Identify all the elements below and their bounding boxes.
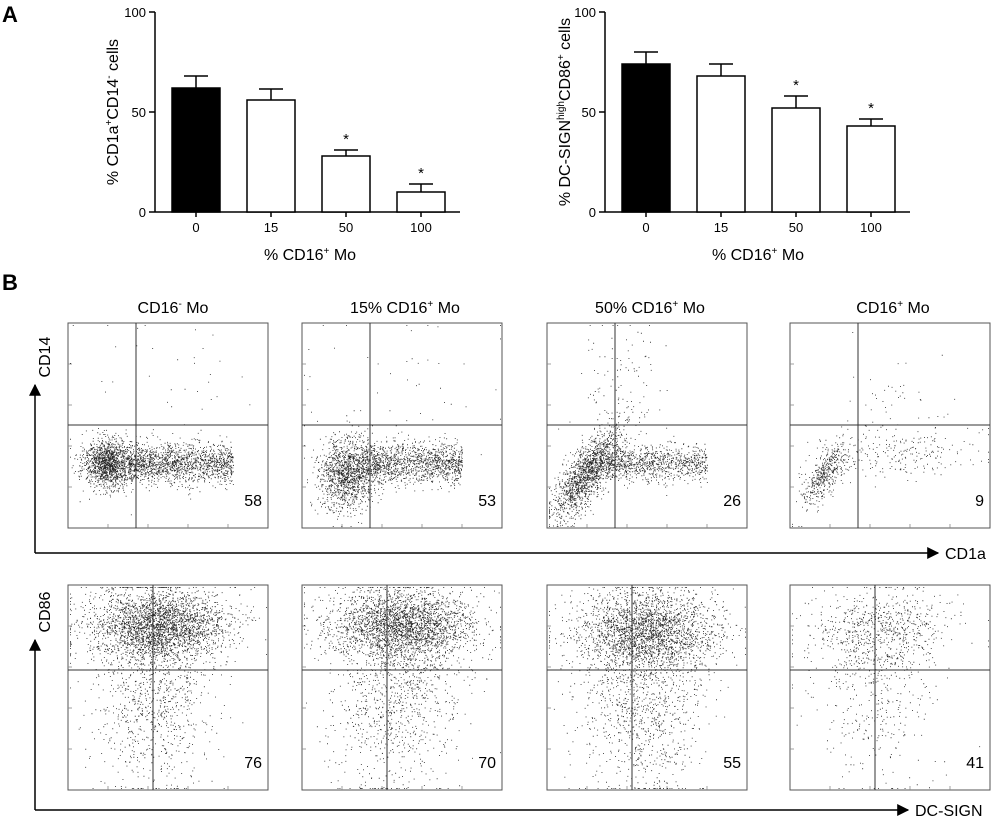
y-ticks: 0 50 100 xyxy=(574,5,605,220)
y-tick-label: 0 xyxy=(589,205,596,220)
flow-plot: 76 xyxy=(67,584,269,791)
y-tick-label: 50 xyxy=(132,105,146,120)
flow-plot: 58 xyxy=(67,322,269,529)
flow-plot: 26 xyxy=(546,322,748,529)
flow-row-cd14-cd1a: 58 53 26 9 xyxy=(67,322,991,529)
quadrant-percentage: 70 xyxy=(478,755,496,772)
bars: 0 15 50 * 100 * xyxy=(621,51,896,235)
x-tick-label: 50 xyxy=(789,220,803,235)
y-tick-label: 0 xyxy=(139,205,146,220)
flow-row-cd86-dcsign: 76 70 55 41 xyxy=(67,584,991,791)
bar xyxy=(246,99,296,213)
quadrant-percentage: 53 xyxy=(478,493,496,510)
bar-chart-dcsign: 0 50 100 0 15 50 * 100 * % DC-SIGNhighCD86+ cel… xyxy=(556,5,910,264)
plot-frame xyxy=(301,584,503,791)
plot-frame xyxy=(67,584,269,791)
bars: 0 15 50 * 100 * xyxy=(171,75,446,235)
significance-star: * xyxy=(418,165,424,182)
plot-frame xyxy=(789,584,991,791)
panel-label-b: B xyxy=(2,270,18,295)
quadrant-percentage: 55 xyxy=(723,755,741,772)
bar xyxy=(696,75,746,213)
x-tick-label: 0 xyxy=(192,220,199,235)
y-tick-label: 50 xyxy=(582,105,596,120)
quadrant-percentage: 26 xyxy=(723,493,741,510)
bar xyxy=(171,87,221,213)
significance-star: * xyxy=(868,100,874,117)
quadrant-percentage: 76 xyxy=(244,755,262,772)
x-tick-label: 50 xyxy=(339,220,353,235)
flow-plot: 55 xyxy=(546,584,748,791)
bar xyxy=(621,63,671,213)
y-tick-label: 100 xyxy=(574,5,596,20)
quadrant-percentage: 9 xyxy=(975,493,984,510)
bar-chart-cd1a: 0 50 100 0 15 50 * 100 * % CD1a+CD14- cells % C… xyxy=(104,5,460,264)
scatter-dots xyxy=(549,325,708,527)
scatter-dots xyxy=(792,587,989,789)
quadrant-percentage: 41 xyxy=(966,755,984,772)
scatter-dots xyxy=(304,325,501,527)
y-axis-label: % DC-SIGNhighCD86+ cells xyxy=(556,18,574,206)
scatter-dots xyxy=(549,587,746,789)
column-title-15pct: 15% CD16+ Mo xyxy=(350,299,460,317)
scatter-dots xyxy=(792,332,989,527)
panel-label-a: A xyxy=(2,2,18,27)
y-axis-label: % CD1a+CD14- cells xyxy=(104,39,122,185)
x-tick-label: 0 xyxy=(642,220,649,235)
column-title-cd16-pos: CD16+ Mo xyxy=(856,299,930,317)
scatter-dots xyxy=(70,587,267,789)
dcsign-axis-label: DC-SIGN xyxy=(915,803,983,820)
y-tick-label: 100 xyxy=(124,5,146,20)
scatter-dots xyxy=(70,325,251,516)
bar xyxy=(396,191,446,213)
cd14-axis-label: CD14 xyxy=(37,336,54,377)
column-title-50pct: 50% CD16+ Mo xyxy=(595,299,705,317)
plot-frame xyxy=(546,584,748,791)
quadrant-percentage: 58 xyxy=(244,493,262,510)
cd1a-axis-label: CD1a xyxy=(945,546,986,563)
x-axis-label: % CD16+ Mo xyxy=(712,246,804,264)
x-tick-label: 15 xyxy=(714,220,728,235)
bar xyxy=(771,107,821,213)
scatter-dots xyxy=(304,587,501,789)
significance-star: * xyxy=(793,77,799,94)
y-ticks: 0 50 100 xyxy=(124,5,155,220)
flow-plot: 9 xyxy=(789,322,991,529)
flow-plot: 41 xyxy=(789,584,991,791)
x-axis-label: % CD16+ Mo xyxy=(264,246,356,264)
significance-star: * xyxy=(343,131,349,148)
x-tick-label: 15 xyxy=(264,220,278,235)
bar xyxy=(321,155,371,213)
cd86-axis-label: CD86 xyxy=(37,591,54,632)
x-tick-label: 100 xyxy=(860,220,882,235)
flow-plot: 70 xyxy=(301,584,503,791)
flow-plot: 53 xyxy=(301,322,503,529)
x-tick-label: 100 xyxy=(410,220,432,235)
bar xyxy=(846,125,896,213)
column-title-cd16-neg: CD16- Mo xyxy=(138,299,209,317)
